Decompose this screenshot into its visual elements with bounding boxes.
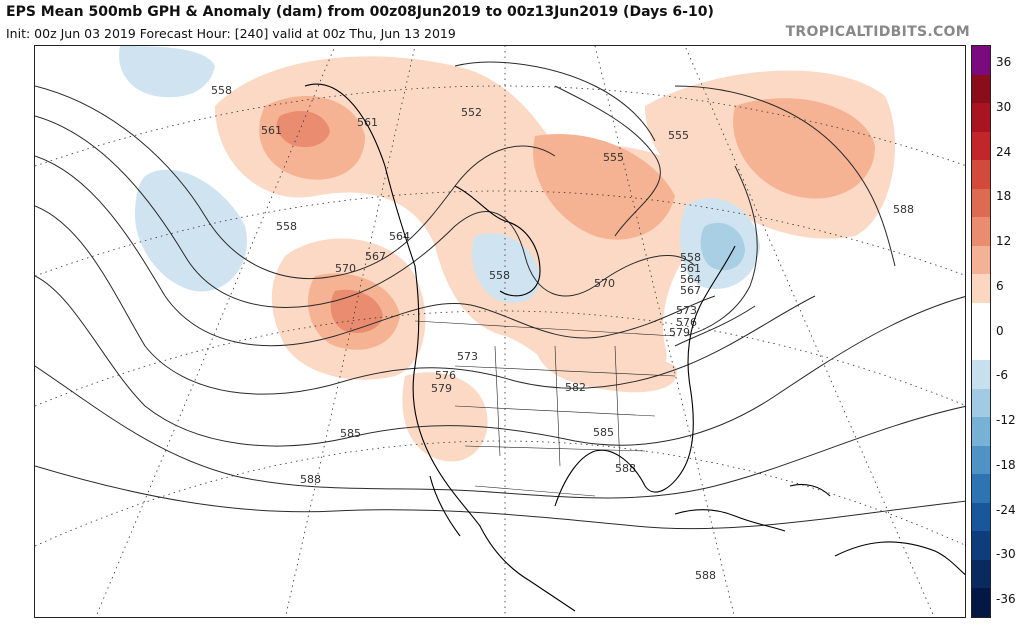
contour-label: 558 xyxy=(276,220,297,233)
contour-label: 561 xyxy=(357,116,378,129)
contour-labels: 558 561 561 552 555 555 588 558 567 564 … xyxy=(211,84,914,582)
colorbar-segment xyxy=(972,302,990,332)
colorbar-label: -12 xyxy=(996,413,1016,427)
colorbar-label: 36 xyxy=(996,55,1012,69)
coastline-cuba xyxy=(674,509,786,532)
colorbar-segment xyxy=(972,217,990,247)
colorbar-segment xyxy=(972,274,990,304)
contour-label: 588 xyxy=(300,473,321,486)
anomaly-pos-core-6 xyxy=(330,289,383,333)
colorbar-segment xyxy=(972,445,990,475)
contour-label: 570 xyxy=(335,262,356,275)
colorbar-segment xyxy=(972,46,990,75)
anomaly-colorbar xyxy=(971,45,991,618)
anomaly-pos-west-us xyxy=(402,372,488,462)
colorbar-segment xyxy=(972,360,990,390)
contour-label: 573 xyxy=(676,304,697,317)
political-borders xyxy=(414,320,676,497)
map-title: EPS Mean 500mb GPH & Anomaly (dam) from … xyxy=(6,4,714,20)
contour-label: 582 xyxy=(565,381,586,394)
map-canvas: 558 561 561 552 555 555 588 558 567 564 … xyxy=(35,46,965,617)
contour-label: 576 xyxy=(676,316,697,329)
colorbar-label: -18 xyxy=(996,457,1016,472)
colorbar-segment xyxy=(972,160,990,190)
colorbar-segment xyxy=(972,502,990,532)
contour-label: 567 xyxy=(365,250,386,263)
contour-label: 585 xyxy=(593,426,614,439)
coastline-north-america xyxy=(304,83,736,612)
contour-label: 555 xyxy=(668,129,689,142)
map-subtitle: Init: 00z Jun 03 2019 Forecast Hour: [24… xyxy=(6,26,456,41)
colorbar-segment xyxy=(972,103,990,133)
positive-anomaly-areas xyxy=(215,56,895,462)
colorbar-segment xyxy=(972,588,990,618)
colorbar-segment xyxy=(972,188,990,218)
anomaly-pos-core-5 xyxy=(276,111,330,148)
colorbar-label: 12 xyxy=(996,234,1012,248)
brand-watermark: TROPICALTIDBITS.COM xyxy=(785,24,970,40)
colorbar-label: -30 xyxy=(996,547,1016,562)
contour-label: 588 xyxy=(695,569,716,582)
contour-label: 567 xyxy=(680,284,701,297)
contour-label: 561 xyxy=(680,262,701,275)
coastline-south-america xyxy=(834,541,965,576)
contour-label: 558 xyxy=(489,269,510,282)
anomaly-neg-gulf-alaska xyxy=(135,169,247,292)
contour-label: 552 xyxy=(461,106,482,119)
anomaly-neg-north-pacific xyxy=(119,46,215,98)
contour-label: 576 xyxy=(435,369,456,382)
contour-label: 561 xyxy=(261,124,282,137)
contour-label: 570 xyxy=(594,277,615,290)
anomaly-neg-hudson xyxy=(471,233,540,303)
colorbar-segment xyxy=(972,331,990,361)
colorbar-label: 6 xyxy=(996,278,1004,293)
colorbar-label: -24 xyxy=(996,502,1016,517)
colorbar-label: 24 xyxy=(996,144,1012,159)
contour-label: 558 xyxy=(680,251,701,264)
contour-label: 558 xyxy=(211,84,232,97)
height-contours xyxy=(35,61,965,530)
colorbar-label: 0 xyxy=(996,323,1004,338)
colorbar-segment xyxy=(972,559,990,589)
contour-label: 579 xyxy=(431,382,452,395)
contour-label: 573 xyxy=(457,350,478,363)
contour-label: 579 xyxy=(669,326,690,339)
contour-label: 585 xyxy=(340,427,361,440)
contour-label: 564 xyxy=(680,273,701,286)
coastline-hispaniola xyxy=(789,483,831,497)
colorbar-segment xyxy=(972,388,990,418)
colorbar-label: 18 xyxy=(996,189,1012,204)
graticule xyxy=(35,46,965,617)
contour-label: 588 xyxy=(893,203,914,216)
negative-anomaly-areas xyxy=(119,46,760,303)
anomaly-pos-core-3 xyxy=(733,98,875,199)
colorbar-label: 30 xyxy=(996,99,1012,114)
colorbar-label: -36 xyxy=(996,592,1016,606)
colorbar-segment xyxy=(972,131,990,161)
forecast-map: 558 561 561 552 555 555 588 558 567 564 … xyxy=(34,45,966,618)
contour-label: 555 xyxy=(603,151,624,164)
coastlines xyxy=(304,83,965,612)
colorbar-segment xyxy=(972,417,990,447)
colorbar-segment xyxy=(972,474,990,504)
colorbar-segment xyxy=(972,245,990,275)
colorbar-label: -6 xyxy=(996,368,1008,383)
colorbar-segment xyxy=(972,531,990,561)
coastline-hudson-bay xyxy=(454,185,541,297)
anomaly-pos-core-2 xyxy=(533,134,675,240)
coastline-baja xyxy=(429,475,461,537)
colorbar-segment xyxy=(972,74,990,104)
anomaly-neg-core xyxy=(700,222,745,271)
